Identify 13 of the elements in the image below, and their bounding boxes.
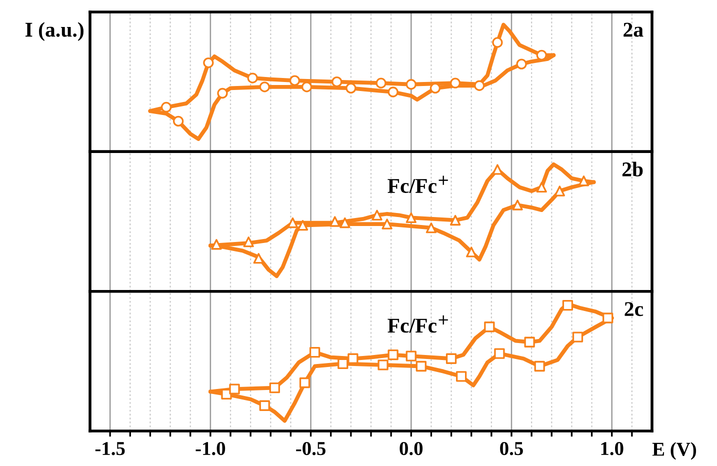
x-tick-label: -1.0 (196, 442, 226, 456)
x-tick-label: 0.5 (500, 442, 523, 456)
annotation: 2c (624, 302, 644, 316)
y-axis-title: I (a.u.) (25, 22, 84, 41)
annotation: 2b (622, 162, 643, 176)
annotation: 2a (624, 22, 644, 37)
x-axis-title: E (V) (652, 442, 696, 460)
x-tick-label: 1.0 (601, 442, 624, 456)
x-tick-label: 0.0 (400, 442, 423, 456)
x-tick-label: -0.5 (296, 442, 326, 456)
x-tick-label: -1.5 (95, 442, 125, 456)
annotation: Fc/Fc$^{+}$ (388, 315, 448, 333)
annotation: Fc/Fc$^{+}$ (388, 176, 448, 194)
